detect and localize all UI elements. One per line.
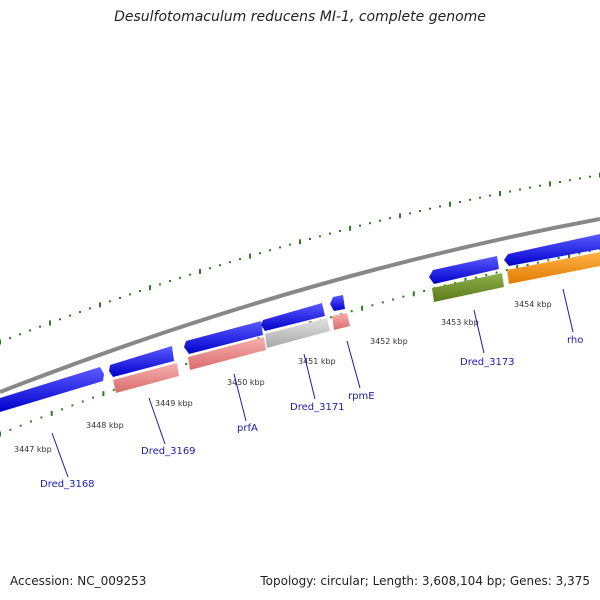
gene-arrow-dred3171[interactable] (261, 303, 325, 331)
rna-feature-prfa[interactable] (188, 337, 266, 370)
kbp-label: 3451 kbp (298, 357, 336, 366)
gene-label-prfa[interactable]: prfA (237, 423, 258, 434)
kbp-label: 3447 kbp (14, 445, 52, 454)
outer-tick-ring (0, 172, 600, 345)
gene-arrow-rpme[interactable] (330, 295, 345, 311)
position-labels: 3447 kbp 3448 kbp 3449 kbp 3450 kbp 3451… (14, 300, 552, 454)
kbp-label: 3448 kbp (86, 421, 124, 430)
kbp-label: 3452 kbp (370, 337, 408, 346)
accession-text: Accession: NC_009253 (10, 574, 147, 588)
rna-feature-dred3169[interactable] (113, 363, 179, 393)
map-title: Desulfotomaculum reducens MI-1, complete… (114, 9, 486, 25)
kbp-label: 3453 kbp (441, 318, 479, 327)
gene-label-dred3171[interactable]: Dred_3171 (290, 402, 345, 413)
backbone-line (0, 217, 600, 394)
kbp-label: 3449 kbp (155, 399, 193, 408)
gene-arrow-dred3168[interactable] (0, 367, 104, 412)
feature-track (0, 234, 600, 412)
gene-arrow-dred3173[interactable] (429, 256, 499, 284)
leader-line (233, 373, 247, 422)
rna-feature-rpme[interactable] (332, 313, 350, 330)
leader-line (562, 288, 574, 333)
gene-labels: Dred_3168 Dred_3169 prfA Dred_3171 rpmE … (40, 335, 583, 490)
kbp-label: 3454 kbp (514, 300, 552, 309)
gene-label-rpme[interactable]: rpmE (348, 391, 375, 402)
leader-line (346, 340, 361, 389)
genome-summary-text: Topology: circular; Length: 3,608,104 bp… (260, 574, 590, 588)
other-feature-dred3173[interactable] (432, 273, 504, 302)
highlight-feature-rho[interactable] (507, 252, 600, 284)
leader-line (51, 432, 69, 478)
gene-arrow-dred3169[interactable] (109, 346, 174, 377)
kbp-label: 3450 kbp (227, 378, 265, 387)
pseudo-feature-dred3171[interactable] (265, 318, 330, 348)
gene-label-dred3168[interactable]: Dred_3168 (40, 479, 95, 490)
gene-label-rho[interactable]: rho (567, 335, 583, 346)
gene-arrow-rho[interactable] (504, 234, 600, 266)
leader-lines (51, 288, 574, 478)
gene-label-dred3173[interactable]: Dred_3173 (460, 357, 515, 368)
gene-arrow-prfa[interactable] (184, 321, 263, 354)
gene-label-dred3169[interactable]: Dred_3169 (141, 446, 196, 457)
leader-line (148, 397, 166, 445)
leader-line (473, 309, 485, 354)
leader-line (303, 353, 316, 400)
